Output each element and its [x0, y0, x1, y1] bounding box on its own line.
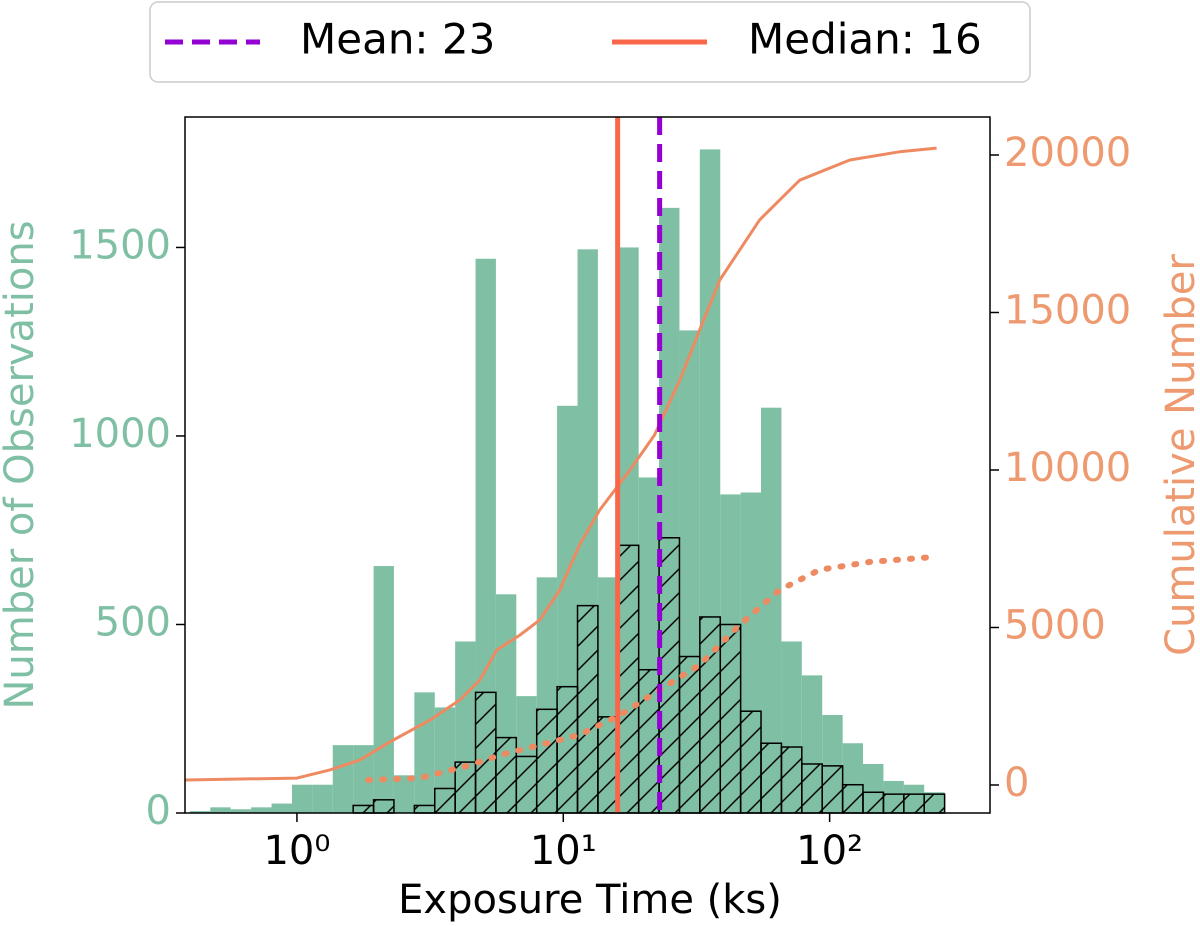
y-tick-label: 1000 — [69, 411, 171, 457]
bar — [761, 407, 782, 813]
plot-frame — [184, 116, 991, 814]
y-tick-label: 0 — [146, 788, 171, 834]
hatched-bar — [739, 710, 762, 814]
x-tick-label: 10¹ — [530, 828, 597, 874]
hatched-bar — [576, 604, 599, 814]
hatched-bar — [903, 793, 925, 814]
hatched-bar — [678, 655, 701, 814]
hatched-bar — [352, 804, 375, 814]
bar — [251, 807, 272, 813]
bar — [230, 809, 252, 813]
hatched-bar — [617, 544, 640, 814]
plot-area — [184, 117, 946, 814]
hatched-bar — [841, 783, 864, 814]
hatched-bar — [719, 623, 742, 814]
legend-box — [149, 1, 1031, 83]
hatched-bar — [882, 793, 905, 814]
legend-label: Median: 16 — [748, 15, 982, 64]
y2-tick-label: 0 — [1004, 760, 1029, 806]
hatched-bar — [474, 691, 497, 814]
cumulative-line — [184, 146, 937, 782]
y2-axis-label: Cumulative Number — [1158, 254, 1200, 656]
y2-tick-label: 5000 — [1004, 602, 1106, 648]
bar — [434, 707, 456, 813]
hatched-bar — [372, 799, 395, 814]
y2-tick-label: 20000 — [1004, 130, 1131, 176]
hatched-bar — [556, 685, 579, 814]
bar — [271, 803, 292, 813]
bar — [210, 807, 231, 813]
y2-tick-label: 10000 — [1004, 445, 1131, 491]
legend-label: Mean: 23 — [300, 15, 495, 64]
y-tick-label: 1500 — [69, 222, 171, 268]
bar — [393, 775, 415, 813]
hatched-bar — [658, 537, 681, 814]
hatched-bar — [821, 765, 844, 814]
y-axis-label: Number of Observations — [0, 220, 43, 709]
bar — [190, 811, 211, 813]
x-axis-label: Exposure Time (ks) — [398, 877, 782, 923]
hatched-bar — [923, 793, 946, 814]
bar — [414, 692, 435, 813]
hatched-bar — [495, 736, 518, 814]
bar — [312, 784, 333, 813]
hatched-bar — [801, 763, 823, 814]
x-tick-label: 10⁰ — [263, 828, 330, 874]
cumulative-line — [365, 553, 938, 783]
hatched-bar — [454, 761, 477, 814]
hatched-bar — [535, 708, 558, 814]
hatched-bar — [434, 787, 456, 814]
x-tick-label: 10² — [796, 828, 863, 874]
bar — [332, 745, 354, 813]
bar — [475, 258, 496, 814]
hatched-bar — [413, 804, 436, 814]
bar — [373, 566, 394, 813]
hatched-bar — [515, 755, 538, 814]
hatched-bar — [862, 791, 885, 814]
y-tick-label: 500 — [95, 599, 171, 645]
hatched-bar — [760, 742, 783, 814]
y2-tick-label: 15000 — [1004, 287, 1131, 333]
bar — [291, 784, 313, 813]
hatched-bar — [780, 746, 803, 814]
